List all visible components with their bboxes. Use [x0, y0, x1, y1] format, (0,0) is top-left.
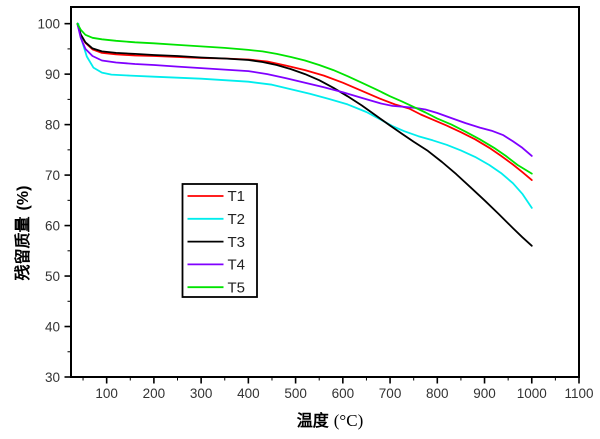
x-axis-title-text: 温度 — [296, 411, 330, 430]
series-line-T4 — [76, 22, 533, 157]
y-tick-label: 30 — [45, 370, 60, 385]
y-axis-title-text: 残留质量 — [13, 216, 32, 280]
x-tick-label: 900 — [473, 386, 496, 401]
x-tick-label: 200 — [143, 386, 166, 401]
series-line-T3 — [76, 22, 533, 247]
x-axis-title-unit: (°C) — [334, 411, 363, 430]
x-tick-label: 1000 — [517, 386, 547, 401]
y-tick-label: 100 — [37, 16, 60, 31]
series-lines — [76, 22, 533, 247]
series-line-T2 — [77, 22, 533, 209]
y-tick-label: 50 — [45, 269, 60, 284]
y-axis-title: 残留质量 (%) — [13, 186, 32, 281]
x-tick-label: 600 — [332, 386, 355, 401]
plot-frame — [70, 6, 580, 378]
plot-border — [70, 6, 580, 378]
x-tick-label: 800 — [426, 386, 449, 401]
x-tick-label: 300 — [190, 386, 213, 401]
legend-label-T4: T4 — [228, 257, 246, 274]
legend-label-T3: T3 — [228, 234, 246, 251]
x-tick-label: 1100 — [564, 386, 593, 401]
y-tick-label: 40 — [45, 319, 60, 334]
y-tick-label: 80 — [45, 117, 60, 132]
y-tick-label: 70 — [45, 168, 60, 183]
axis-ticks: 100 200 300 400 500 600 700 800 900 1000 1100 30 40 5… — [37, 16, 593, 401]
y-tick-label: 90 — [45, 67, 60, 82]
legend-label-T1: T1 — [228, 188, 246, 205]
legend-box: T1 T2 T3 T4 T5 — [181, 183, 258, 298]
x-tick-label: 400 — [237, 386, 260, 401]
series-line-T5 — [76, 22, 533, 175]
x-axis-title: 温度 (°C) — [296, 411, 363, 430]
x-tick-label: 700 — [379, 386, 402, 401]
y-tick-label: 60 — [45, 218, 60, 233]
legend-label-T5: T5 — [228, 279, 246, 296]
series-line-T1 — [76, 22, 533, 182]
y-axis-title-unit: (%) — [15, 186, 32, 211]
x-tick-label: 100 — [95, 386, 118, 401]
legend-label-T2: T2 — [228, 211, 246, 228]
x-tick-label: 500 — [284, 386, 307, 401]
legend-border — [181, 183, 258, 298]
